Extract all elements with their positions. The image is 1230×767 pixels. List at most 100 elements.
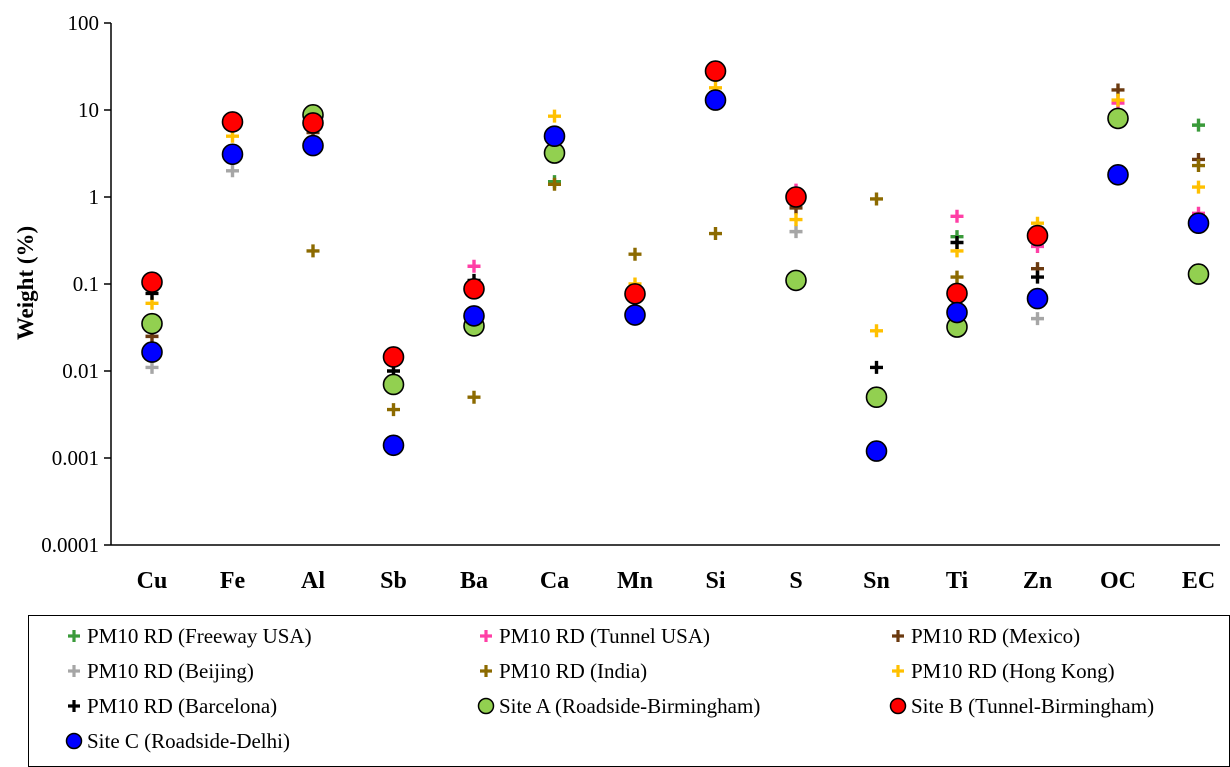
legend-entry: Site C (Roadside-Delhi) bbox=[65, 727, 290, 755]
legend-label: PM10 RD (Hong Kong) bbox=[911, 658, 1115, 683]
legend-marker bbox=[68, 700, 80, 712]
legend-marker bbox=[892, 630, 904, 642]
x-tick-label: Ba bbox=[460, 568, 488, 594]
data-point bbox=[382, 346, 405, 368]
data-point bbox=[1187, 263, 1210, 285]
data-point bbox=[1192, 159, 1205, 173]
data-point bbox=[624, 283, 646, 305]
data-point bbox=[548, 177, 561, 191]
legend-marker bbox=[889, 697, 907, 715]
data-point bbox=[145, 329, 159, 343]
legend-entry: PM10 RD (Barcelona) bbox=[65, 692, 277, 720]
data-point bbox=[709, 227, 722, 241]
x-tick-label: Sb bbox=[380, 568, 407, 594]
legend-entry: PM10 RD (Tunnel USA) bbox=[477, 622, 710, 650]
legend-marker bbox=[68, 630, 80, 642]
legend-entry: PM10 RD (Hong Kong) bbox=[889, 657, 1115, 685]
data-point bbox=[306, 244, 320, 258]
data-point bbox=[1192, 118, 1205, 132]
legend-marker bbox=[892, 665, 904, 677]
legend-label: Site A (Roadside-Birmingham) bbox=[499, 693, 761, 718]
legend-entry: PM10 RD (India) bbox=[477, 657, 647, 685]
data-point bbox=[1031, 216, 1044, 230]
data-point bbox=[221, 143, 244, 166]
data-point bbox=[467, 390, 481, 404]
data-point bbox=[1111, 93, 1125, 107]
chart: 0.0001 0.001 0.01 0.1 1 10 100 Cu Fe Al Sb Ba Ca Mn S… bbox=[13, 11, 1220, 594]
data-point bbox=[302, 134, 324, 157]
data-point bbox=[1031, 239, 1044, 253]
data-point bbox=[785, 186, 807, 208]
legend-label: PM10 RD (Mexico) bbox=[911, 623, 1081, 648]
data-point bbox=[387, 403, 400, 417]
data-point bbox=[789, 213, 803, 227]
legend-label: PM10 RD (India) bbox=[499, 658, 648, 683]
data-point bbox=[785, 269, 807, 292]
x-tick-label: Si bbox=[705, 568, 725, 594]
data-point bbox=[463, 278, 485, 300]
data-point bbox=[302, 112, 324, 134]
legend-entry: Site B (Tunnel-Birmingham) bbox=[889, 692, 1154, 720]
data-point bbox=[463, 305, 485, 327]
data-point bbox=[865, 440, 888, 462]
x-tick-label: OC bbox=[1100, 568, 1136, 594]
data-point bbox=[865, 386, 888, 408]
legend-label: PM10 RD (Freeway USA) bbox=[87, 623, 312, 648]
legend-entry: Site A (Roadside-Birmingham) bbox=[477, 692, 760, 720]
x-axis-labels: Cu Fe Al Sb Ba Ca Mn Si S Sn Ti Zn OC EC bbox=[137, 568, 1216, 594]
y-tick-label: 0.01 bbox=[62, 359, 99, 383]
data-point bbox=[1026, 224, 1049, 247]
data-point bbox=[145, 286, 159, 300]
data-point bbox=[1026, 287, 1049, 310]
y-tick-label: 0.1 bbox=[73, 272, 99, 296]
data-point bbox=[1192, 180, 1205, 194]
data-point bbox=[709, 81, 722, 95]
legend-entry: PM10 RD (Beijing) bbox=[65, 657, 254, 685]
data-point bbox=[145, 296, 159, 310]
legend-label: PM10 RD (Beijing) bbox=[87, 658, 254, 683]
data-point bbox=[1031, 262, 1044, 276]
data-point bbox=[226, 164, 239, 178]
data-point bbox=[950, 244, 964, 258]
y-axis-title: Weight (%) bbox=[13, 226, 38, 340]
x-tick-label: Ca bbox=[540, 568, 569, 594]
data-point bbox=[548, 109, 561, 123]
x-tick-label: Zn bbox=[1023, 568, 1052, 594]
data-points bbox=[141, 60, 1210, 462]
data-point bbox=[789, 201, 803, 215]
x-tick-label: Cu bbox=[137, 568, 168, 594]
data-point bbox=[1111, 83, 1125, 97]
data-point bbox=[543, 125, 566, 147]
data-point bbox=[387, 364, 400, 378]
legend-label: PM10 RD (Tunnel USA) bbox=[499, 623, 711, 648]
data-point bbox=[704, 89, 727, 111]
data-point bbox=[704, 60, 727, 82]
data-point bbox=[950, 235, 964, 249]
data-point bbox=[628, 247, 642, 261]
legend-entry: PM10 RD (Freeway USA) bbox=[65, 622, 312, 650]
x-tick-label: Sn bbox=[863, 568, 890, 594]
data-point bbox=[1187, 212, 1210, 234]
y-axis-ticks: 0.0001 0.001 0.01 0.1 1 10 100 bbox=[41, 11, 111, 557]
data-point bbox=[624, 304, 646, 326]
x-tick-label: S bbox=[789, 568, 802, 594]
data-point bbox=[221, 111, 244, 133]
legend-marker bbox=[65, 732, 83, 750]
data-point bbox=[789, 225, 803, 239]
x-tick-label: EC bbox=[1182, 568, 1215, 594]
x-tick-label: Ti bbox=[946, 568, 969, 594]
y-tick-label: 100 bbox=[68, 11, 100, 35]
data-point bbox=[870, 192, 883, 206]
data-point bbox=[382, 434, 405, 457]
legend-entry: PM10 RD (Mexico) bbox=[889, 622, 1080, 650]
data-point bbox=[145, 360, 159, 374]
data-point bbox=[1031, 312, 1044, 326]
data-point bbox=[950, 209, 964, 223]
x-tick-label: Fe bbox=[220, 568, 246, 594]
legend-marker bbox=[480, 665, 492, 677]
data-point bbox=[1107, 163, 1129, 186]
data-point bbox=[946, 301, 968, 324]
legend-marker bbox=[68, 665, 80, 677]
data-point bbox=[870, 324, 883, 338]
data-point bbox=[141, 271, 163, 293]
